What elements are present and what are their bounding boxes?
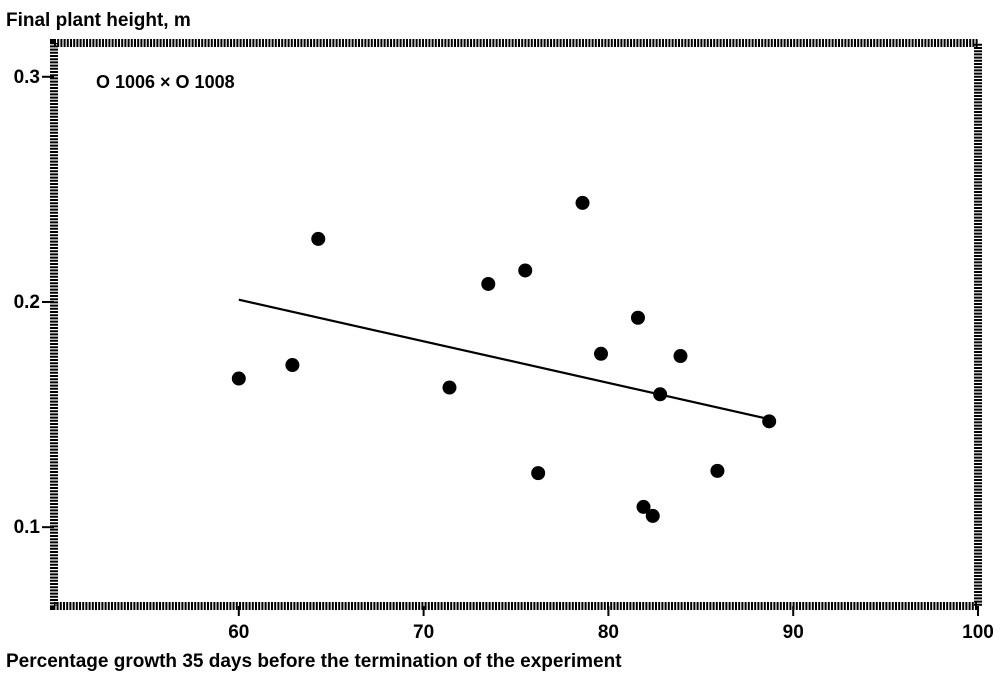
y-axis-label: Final plant height, m bbox=[6, 10, 191, 31]
data-point-10 bbox=[630, 310, 645, 325]
y-tick-label-2: 0.3 bbox=[14, 67, 40, 88]
y-tick-label-1: 0.2 bbox=[14, 292, 40, 313]
y-axis-ticks: 0.1 0.2 0.3 bbox=[14, 67, 54, 538]
data-point-16 bbox=[762, 414, 777, 429]
data-points bbox=[231, 195, 777, 523]
data-point-6 bbox=[518, 263, 533, 278]
data-point-15 bbox=[710, 463, 725, 478]
data-point-14 bbox=[673, 349, 688, 364]
chart-title: O 1006 × O 1008 bbox=[96, 72, 235, 92]
data-point-9 bbox=[594, 346, 609, 361]
x-tick-label-90: 90 bbox=[783, 622, 804, 643]
x-tick-label-80: 80 bbox=[598, 622, 619, 643]
x-axis-label: Percentage growth 35 days before the ter… bbox=[6, 651, 622, 672]
x-tick-label-60: 60 bbox=[228, 622, 249, 643]
data-point-8 bbox=[575, 195, 590, 210]
data-point-3 bbox=[311, 231, 326, 246]
data-point-13 bbox=[653, 387, 668, 402]
y-tick-label-0: 0.1 bbox=[14, 517, 41, 538]
x-tick-label-100: 100 bbox=[962, 622, 994, 643]
x-axis-ticks: 60 70 80 90 100 bbox=[228, 606, 994, 643]
data-point-7 bbox=[531, 466, 546, 481]
data-point-12 bbox=[645, 508, 660, 523]
data-point-5 bbox=[481, 276, 496, 291]
data-point-11 bbox=[636, 499, 651, 514]
plot-frame bbox=[50, 39, 982, 610]
trend-line bbox=[238, 298, 770, 421]
data-point-1 bbox=[231, 371, 246, 386]
data-point-2 bbox=[285, 358, 300, 373]
data-point-4 bbox=[442, 380, 457, 395]
x-tick-label-70: 70 bbox=[413, 622, 434, 643]
